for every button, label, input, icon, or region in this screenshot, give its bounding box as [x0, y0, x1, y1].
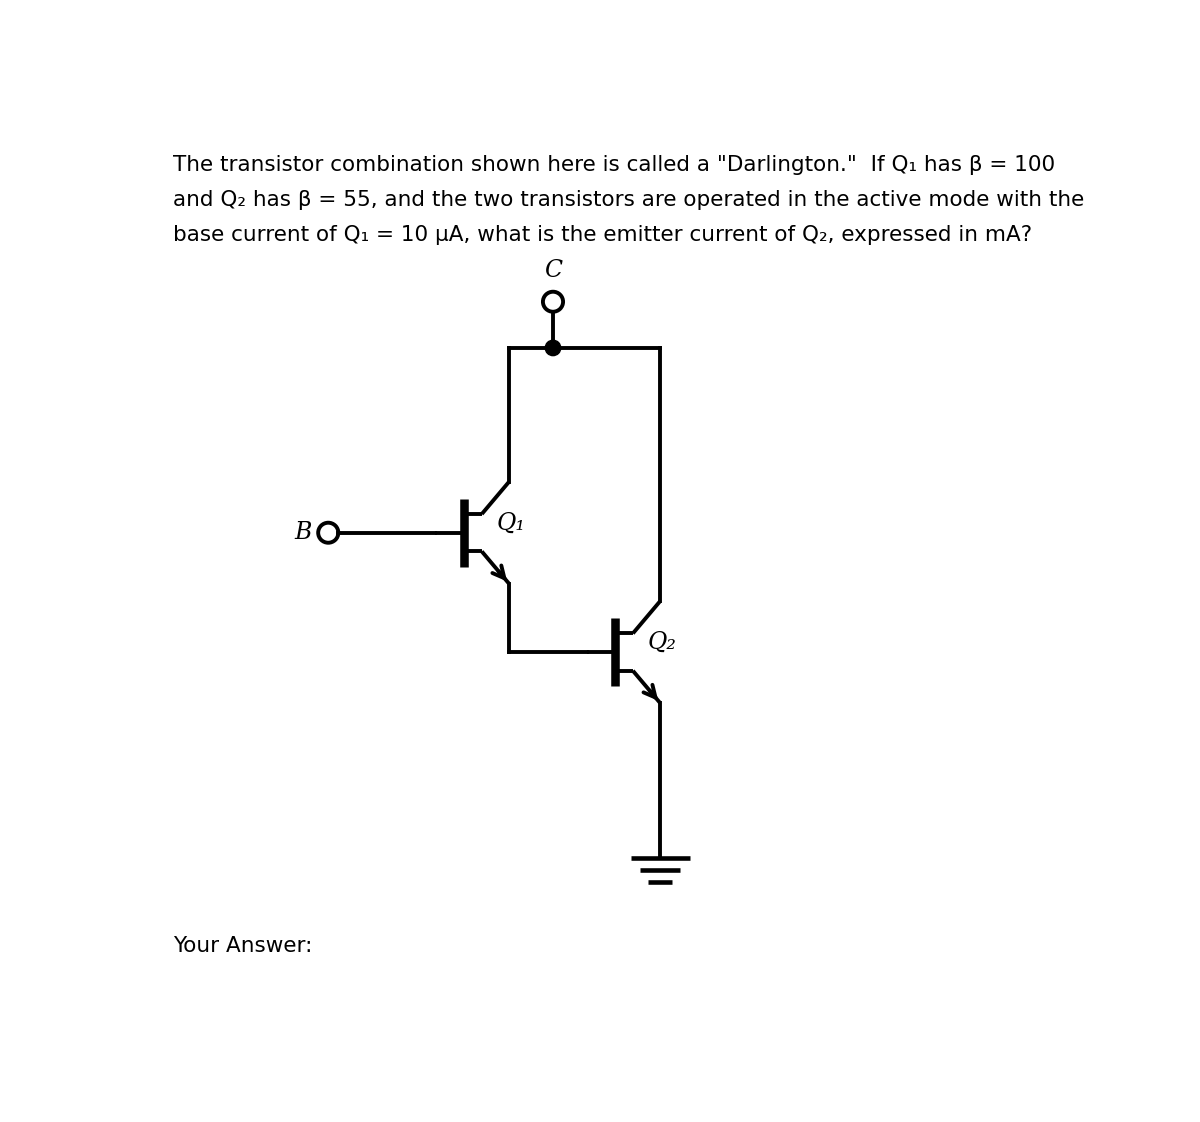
Text: The transistor combination shown here is called a "Darlington."  If Q₁ has β = 1: The transistor combination shown here is… — [173, 156, 1055, 175]
Text: B: B — [295, 522, 312, 544]
Text: Your Answer:: Your Answer: — [173, 936, 313, 956]
Text: base current of Q₁ = 10 μA, what is the emitter current of Q₂, expressed in mA?: base current of Q₁ = 10 μA, what is the … — [173, 224, 1032, 245]
Text: C: C — [544, 259, 562, 283]
Text: and Q₂ has β = 55, and the two transistors are operated in the active mode with : and Q₂ has β = 55, and the two transisto… — [173, 190, 1085, 210]
Text: Q₁: Q₁ — [497, 512, 526, 535]
Circle shape — [545, 340, 560, 356]
Text: Q₂: Q₂ — [648, 632, 677, 654]
